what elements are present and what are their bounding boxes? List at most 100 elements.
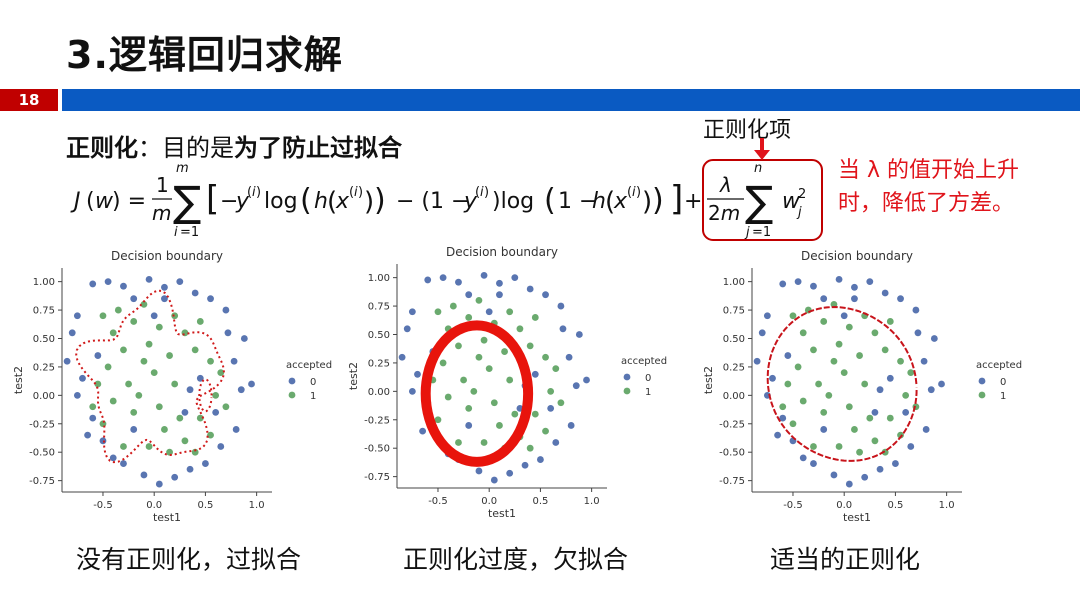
point-rejected — [897, 295, 904, 303]
legend-marker — [288, 391, 296, 399]
point-rejected — [140, 471, 148, 479]
svg-text:j: j — [796, 205, 802, 220]
y-tick-label: -0.50 — [364, 444, 390, 455]
point-accepted — [542, 427, 549, 435]
point-accepted — [140, 300, 148, 308]
point-accepted — [830, 357, 838, 365]
point-rejected — [922, 426, 930, 433]
point-accepted — [886, 318, 894, 325]
svg-text:=1: =1 — [180, 225, 199, 240]
point-accepted — [506, 376, 514, 384]
legend-title: accepted — [621, 356, 667, 367]
y-tick-label: -0.25 — [29, 419, 55, 430]
point-accepted — [444, 393, 452, 401]
svg-text:h: h — [314, 189, 328, 214]
point-accepted — [475, 296, 483, 304]
point-rejected — [89, 280, 97, 288]
slide-title: 3.逻辑回归求解 — [66, 33, 343, 77]
point-rejected — [480, 271, 488, 279]
point-rejected — [851, 283, 858, 291]
point-rejected — [224, 329, 232, 337]
point-rejected — [810, 282, 817, 290]
point-accepted — [902, 391, 910, 399]
legend-entry: 0 — [1000, 377, 1006, 388]
point-accepted — [799, 397, 807, 405]
point-rejected — [779, 280, 787, 288]
y-axis-label: test2 — [12, 366, 25, 394]
caption-overfit: 没有正则化，过拟合 — [76, 545, 302, 574]
point-accepted — [815, 380, 822, 388]
point-accepted — [465, 405, 473, 412]
point-accepted — [506, 308, 514, 316]
point-rejected — [531, 370, 539, 378]
y-tick-label: -0.25 — [719, 419, 745, 430]
point-accepted — [166, 448, 173, 456]
svg-text:n: n — [754, 161, 762, 176]
point-rejected — [490, 476, 498, 484]
point-rejected — [810, 460, 817, 467]
point-rejected — [567, 422, 575, 429]
svg-text:1: 1 — [156, 173, 169, 197]
point-accepted — [171, 380, 179, 388]
point-rejected — [866, 278, 874, 286]
point-rejected — [820, 295, 828, 303]
point-accepted — [191, 346, 199, 354]
point-accepted — [465, 314, 473, 321]
caption-underfit: 正则化过度，欠拟合 — [403, 545, 629, 574]
point-rejected — [575, 331, 583, 338]
svg-text:h: h — [592, 189, 606, 214]
y-tick-label: 0.25 — [723, 362, 745, 373]
point-accepted — [125, 380, 132, 388]
point-rejected — [559, 325, 567, 333]
point-rejected — [930, 335, 938, 342]
reg-label: 正则化 — [66, 134, 138, 162]
point-accepted — [449, 302, 457, 310]
point-accepted — [89, 403, 97, 411]
x-axis-label: test1 — [843, 511, 871, 524]
point-rejected — [547, 405, 555, 412]
point-rejected — [222, 306, 230, 314]
point-accepted — [861, 380, 869, 388]
point-accepted — [552, 365, 560, 373]
cost-function-formula: J(w) = 1m m ∑ i =1 [ −y(i) log( h (x(i))) … — [70, 159, 823, 241]
point-rejected — [161, 295, 168, 303]
svg-text:=1: =1 — [752, 225, 771, 240]
point-rejected — [871, 409, 879, 416]
point-rejected — [465, 291, 473, 299]
point-rejected — [907, 443, 915, 450]
svg-text:−: − — [220, 189, 238, 214]
note-line-2: 时，降低了方差。 — [838, 191, 1015, 216]
point-accepted — [542, 353, 549, 361]
point-accepted — [114, 306, 122, 314]
x-tick-label: 0.5 — [197, 500, 213, 511]
point-accepted — [109, 329, 117, 337]
point-rejected — [753, 357, 761, 365]
point-rejected — [769, 374, 776, 382]
point-accepted — [104, 363, 112, 371]
point-accepted — [196, 414, 204, 422]
point-accepted — [516, 325, 524, 333]
point-rejected — [784, 352, 792, 359]
point-accepted — [135, 391, 143, 399]
point-accepted — [511, 410, 519, 418]
svg-text:): ) — [652, 183, 664, 218]
legend-entry: 1 — [1000, 391, 1006, 402]
svg-text:) =: ) = — [112, 189, 146, 214]
point-accepted — [120, 443, 127, 450]
point-rejected — [171, 473, 179, 481]
y-axis-label: test2 — [702, 366, 715, 394]
point-rejected — [196, 374, 204, 382]
point-accepted — [490, 399, 498, 407]
point-accepted — [130, 318, 138, 325]
point-rejected — [861, 473, 869, 481]
point-rejected — [876, 386, 884, 394]
point-rejected — [496, 279, 503, 287]
legend-marker — [978, 377, 986, 385]
point-rejected — [212, 409, 220, 416]
decision-boundary-island — [198, 378, 213, 413]
point-accepted — [557, 399, 565, 407]
point-rejected — [408, 308, 416, 316]
point-accepted — [810, 443, 817, 450]
point-rejected — [99, 437, 107, 445]
x-tick-label: 1.0 — [249, 500, 265, 511]
